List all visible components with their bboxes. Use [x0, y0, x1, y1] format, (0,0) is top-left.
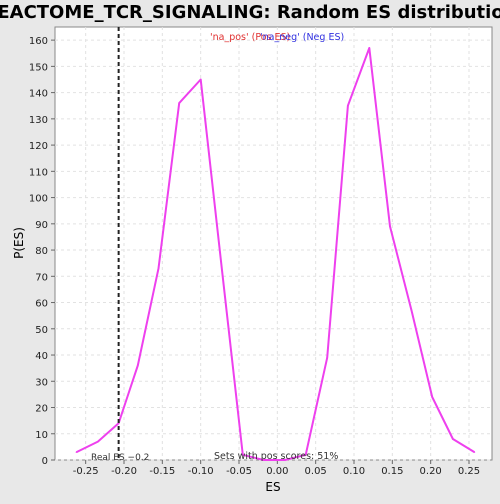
- x-tick-label: -0.20: [111, 466, 137, 477]
- data-point: [326, 356, 328, 359]
- x-tick-label: 0.00: [266, 466, 288, 477]
- x-tick-label: -0.10: [188, 466, 214, 477]
- data-point: [97, 440, 99, 443]
- y-axis-label: P(ES): [12, 227, 26, 259]
- x-tick-label: 0.15: [381, 466, 403, 477]
- y-tick-label: 150: [29, 62, 48, 73]
- legend-entry-neg: 'na_neg' (Neg ES): [260, 32, 344, 43]
- y-tick-label: 10: [35, 430, 48, 441]
- data-point: [431, 396, 434, 398]
- y-tick-label: 120: [29, 141, 48, 152]
- y-tick-label: 50: [35, 325, 48, 336]
- real-es-marker: Real ES −0.2: [91, 27, 149, 463]
- axes: 0 10 20 30 40 50 60 70 80 90 100 110 120 130 140 150 160…: [29, 36, 480, 477]
- data-point: [347, 104, 349, 107]
- y-tick-label: 110: [29, 167, 48, 178]
- y-tick-label: 30: [35, 377, 48, 388]
- y-tick-label: 80: [35, 246, 48, 257]
- x-tick-label: 0.25: [458, 466, 480, 477]
- legend-entry-pos: 'na_pos' (Pos ES): [210, 32, 290, 43]
- y-tick-label: 70: [35, 272, 48, 283]
- x-tick-label: -0.15: [149, 466, 175, 477]
- y-tick-label: 130: [29, 115, 48, 126]
- series-line: [76, 47, 475, 461]
- series-layer: [75, 47, 476, 461]
- x-tick-label: -0.05: [226, 466, 252, 477]
- x-tick-label: 0.20: [420, 466, 442, 477]
- data-point: [75, 451, 78, 453]
- x-tick-label: 0.10: [343, 466, 365, 477]
- data-point: [452, 438, 454, 440]
- data-point: [368, 47, 371, 49]
- y-tick-label: 140: [29, 89, 48, 100]
- y-tick-label: 100: [29, 194, 48, 205]
- data-point: [473, 451, 476, 453]
- data-point: [284, 459, 286, 461]
- y-tick-label: 60: [35, 299, 48, 310]
- data-point: [242, 453, 244, 456]
- real-es-label: Real ES −0.2: [91, 453, 149, 463]
- data-point: [389, 225, 391, 228]
- x-tick-label: 0.05: [305, 466, 327, 477]
- data-point: [410, 309, 413, 312]
- data-point: [304, 453, 307, 456]
- data-point: [262, 459, 265, 461]
- y-tick-label: 160: [29, 36, 48, 47]
- data-point: [137, 364, 139, 367]
- y-tick-label: 40: [35, 351, 48, 362]
- plot-area: [54, 26, 493, 461]
- y-tick-label: 90: [35, 220, 48, 231]
- x-tick-label: -0.25: [73, 466, 99, 477]
- y-tick-label: 0: [42, 456, 48, 467]
- chart-title: REACTOME_TCR_SIGNALING: Random ES distri…: [0, 2, 500, 23]
- data-point: [157, 267, 160, 270]
- x-axis-label: ES: [265, 480, 280, 494]
- data-point: [178, 102, 180, 104]
- data-point: [221, 270, 223, 272]
- data-point: [199, 78, 202, 81]
- y-tick-label: 20: [35, 404, 48, 415]
- pos-scores-annotation: Sets with pos scores: 51%: [214, 451, 338, 462]
